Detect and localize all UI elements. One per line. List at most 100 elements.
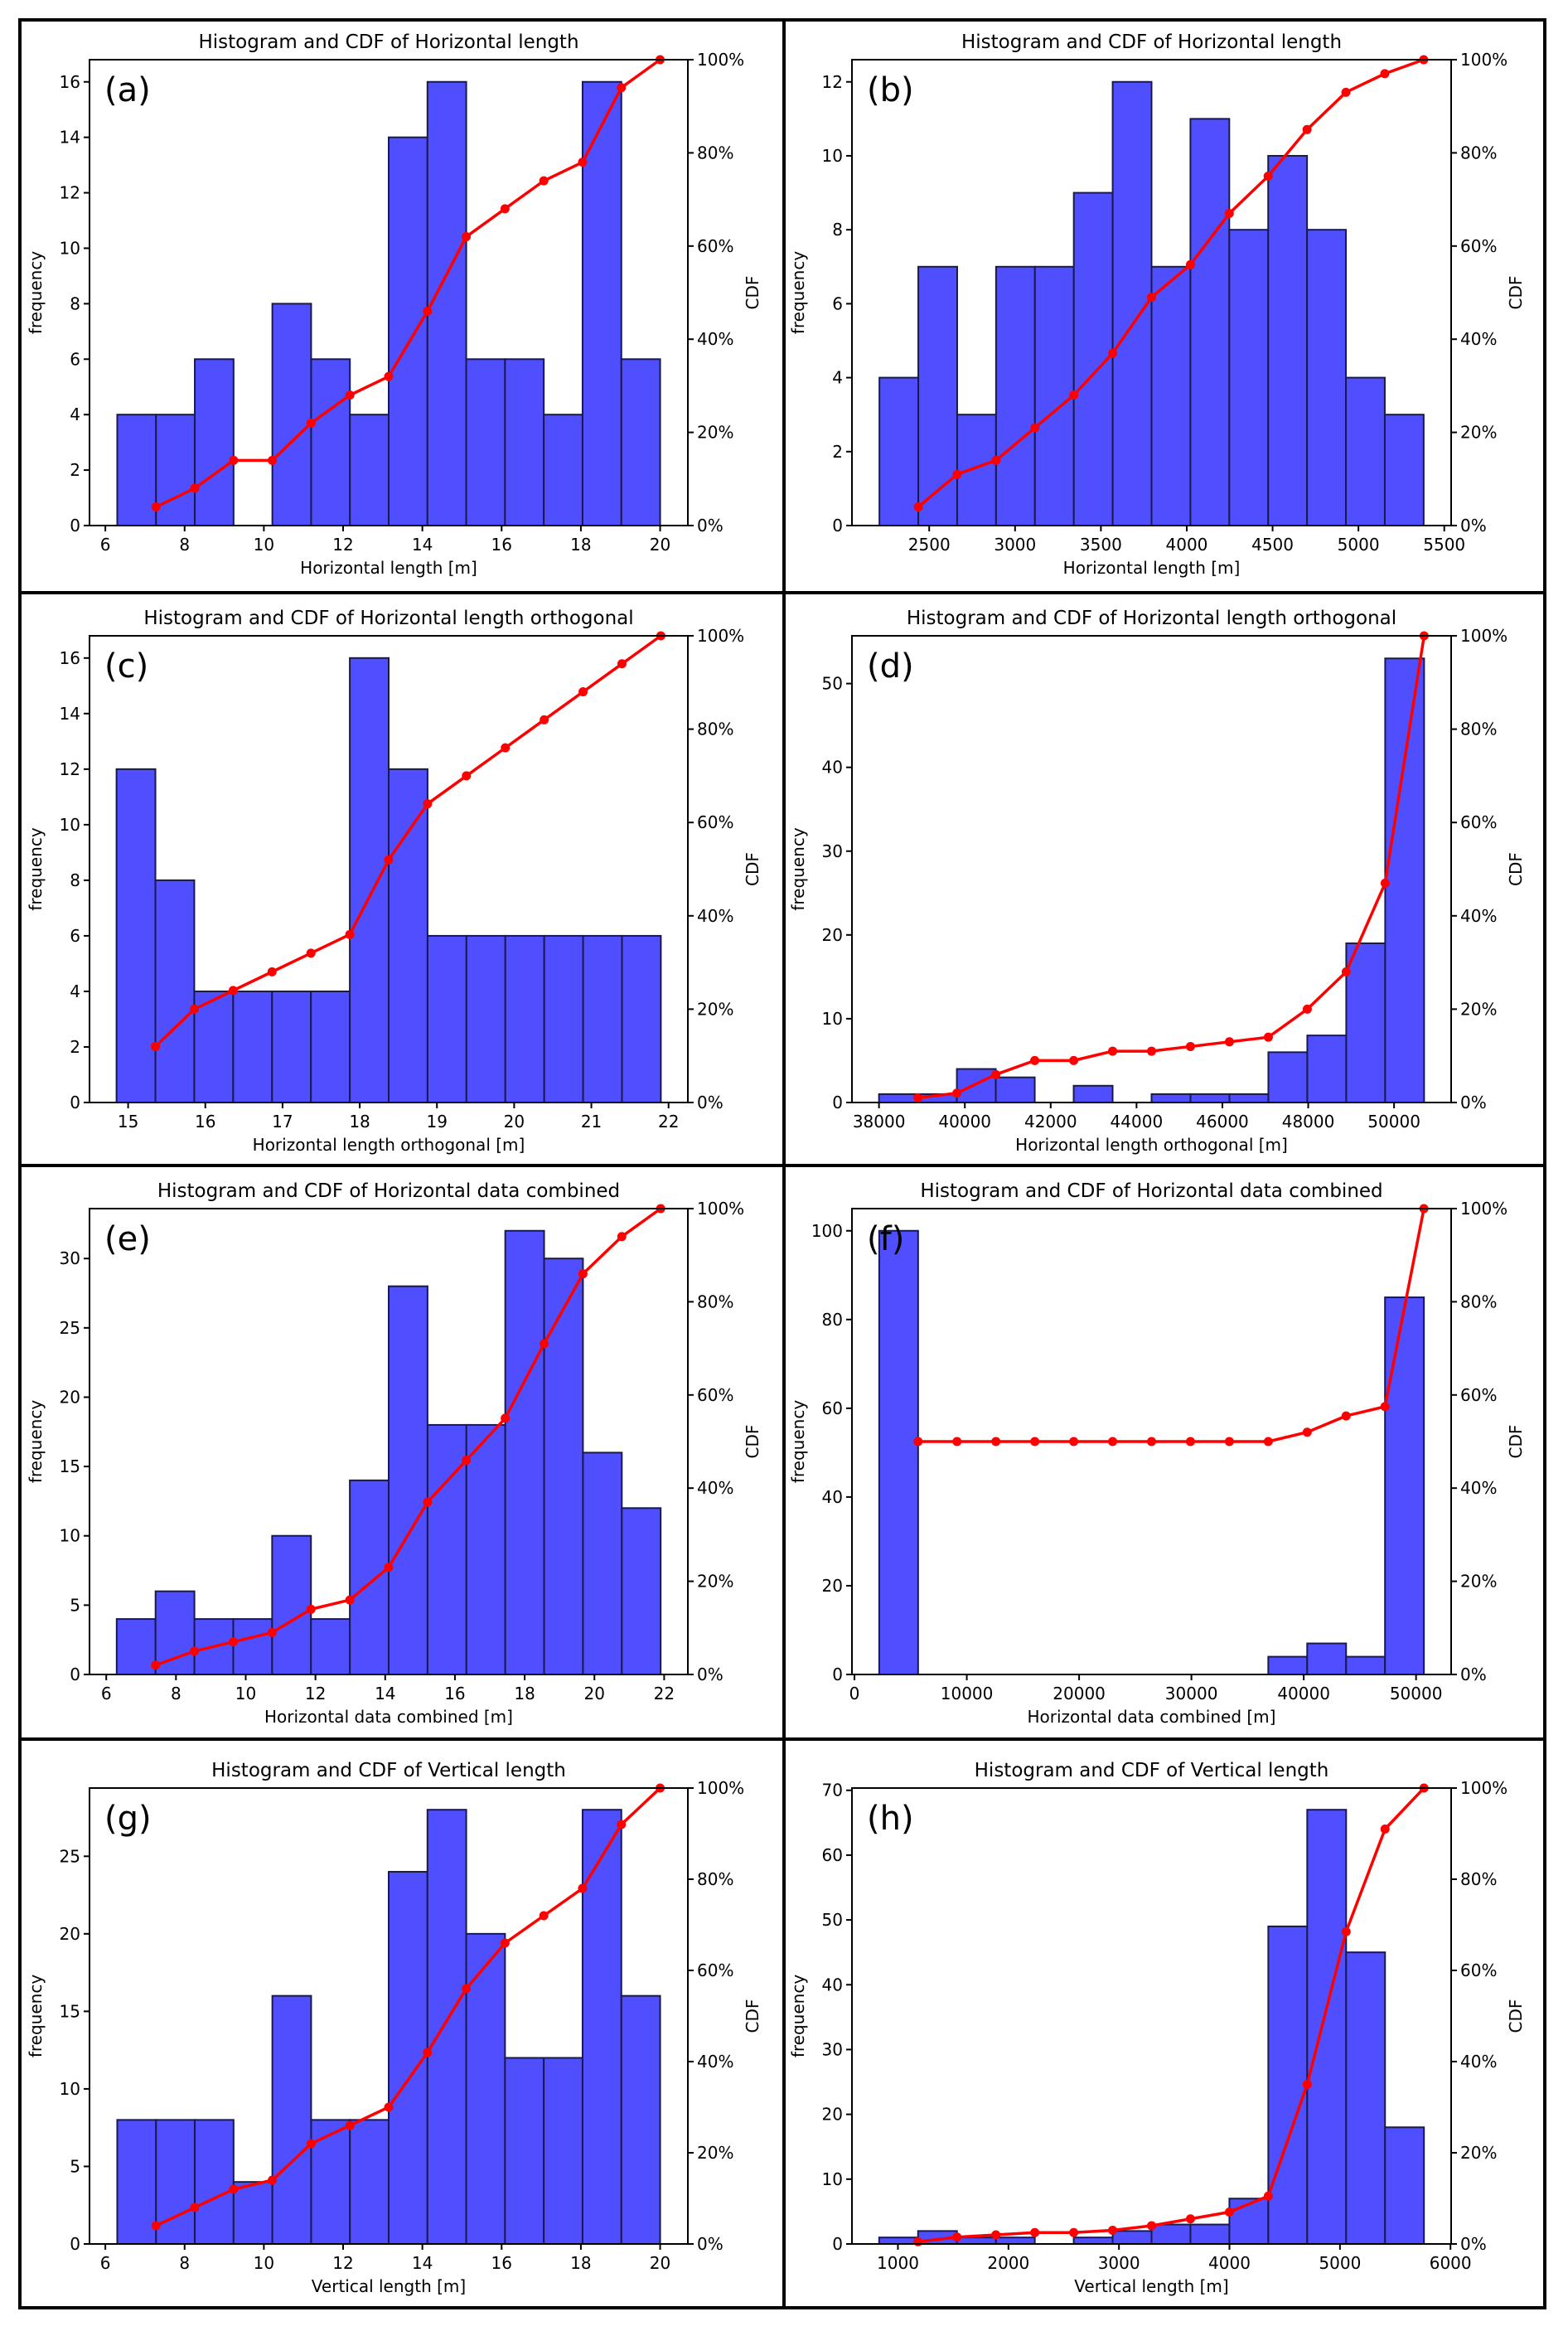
histogram-bar (232, 2181, 273, 2246)
x-tick-label: 21 (581, 1112, 602, 1132)
histogram-bar (310, 1618, 351, 1675)
cdf-point (345, 1595, 355, 1605)
y2-axis-label: CDF (1506, 852, 1526, 886)
panel-c: Histogram and CDF of Horizontal length o… (26, 608, 762, 1155)
y-tick-label: 20 (60, 1924, 80, 1944)
x-tick-label: 16 (195, 1112, 215, 1132)
y-tick-label: 6 (70, 349, 80, 369)
y-tick-label: 80 (822, 1310, 843, 1330)
cdf-point (1380, 1402, 1390, 1412)
x-tick-label: 50000 (1390, 1684, 1443, 1703)
cdf-point (952, 2232, 962, 2242)
y-axis-label: frequency (26, 251, 46, 334)
y2-tick-label: 80% (1460, 720, 1497, 739)
y2-tick-label: 40% (697, 1478, 733, 1498)
cdf-point (617, 659, 627, 669)
cdf-point (1030, 1437, 1040, 1447)
y2-tick-label: 0% (1460, 2234, 1487, 2254)
cdf-point (462, 1984, 472, 1994)
histogram-bar (310, 990, 351, 1104)
x-tick-label: 6 (100, 535, 111, 555)
cdf-point (578, 158, 588, 167)
cdf-point (1069, 2227, 1079, 2237)
y-tick-label: 40 (822, 1487, 843, 1507)
histogram-bar (878, 2236, 919, 2245)
histogram-bar (271, 303, 312, 526)
y-tick-label: 0 (70, 1093, 80, 1112)
cdf-point (267, 1627, 277, 1637)
x-tick-label: 20 (504, 1112, 525, 1132)
histogram-bar (995, 265, 1036, 526)
y-tick-label: 12 (60, 759, 80, 779)
y-tick-label: 10 (60, 2079, 80, 2099)
y-tick-label: 30 (822, 2039, 843, 2059)
cdf-point (1108, 348, 1118, 358)
histogram-bar (582, 934, 623, 1104)
plot-area-frame (89, 1208, 689, 1675)
y2-tick-label: 60% (697, 1960, 733, 1980)
histogram-bar (155, 414, 196, 527)
y2-tick-label: 0% (697, 516, 724, 536)
y-tick-label: 10 (822, 1009, 843, 1029)
panel-a: Histogram and CDF of Horizontal length 6 8… (26, 32, 762, 578)
x-axis-label: Horizontal data combined [m] (264, 1707, 513, 1727)
y-tick-label: 16 (60, 72, 80, 92)
cdf-point (539, 1911, 549, 1921)
histogram-bar (194, 2119, 235, 2245)
histogram-bar (1072, 1084, 1114, 1103)
panel-e: Histogram and CDF of Horizontal data com… (26, 1180, 762, 1727)
y-tick-label: 0 (70, 2234, 80, 2254)
plot-area-frame (851, 59, 1452, 526)
y2-axis-label: CDF (743, 852, 762, 886)
x-tick-label: 40000 (938, 1112, 991, 1132)
y-tick-label: 6 (832, 293, 843, 313)
x-tick-label: 18 (514, 1684, 535, 1703)
x-tick-label: 22 (658, 1112, 679, 1132)
y-axis-label: frequency (788, 251, 808, 334)
y2-tick-label: 40% (697, 329, 733, 349)
y2-tick-label: 0% (1460, 516, 1487, 536)
panel-label: (c) (104, 647, 148, 686)
chart-title: Histogram and CDF of Vertical length (975, 1760, 1329, 1781)
histogram-bar (581, 1809, 622, 2245)
cdf-point (991, 2230, 1001, 2240)
y-tick-label: 100 (811, 1221, 843, 1241)
cdf-point (952, 1437, 962, 1447)
histogram-bar (116, 2119, 157, 2245)
y2-tick-label: 60% (697, 236, 733, 256)
histogram-bar (349, 414, 390, 527)
y2-tick-label: 0% (697, 1093, 724, 1112)
histogram-bar (995, 2236, 1036, 2245)
chart-title: Histogram and CDF of Horizontal data com… (920, 1180, 1382, 1202)
cdf-point (1030, 1055, 1040, 1065)
y2-tick-label: 100% (1460, 50, 1508, 70)
y2-tick-label: 80% (1460, 1869, 1497, 1889)
histogram-bar (504, 358, 545, 526)
x-tick-label: 8 (179, 535, 190, 555)
cdf-point (384, 855, 394, 865)
histogram-bar (878, 376, 920, 527)
cdf-point (1185, 1437, 1195, 1447)
cdf-line (917, 1208, 1425, 1443)
cdf-point (1147, 2221, 1156, 2231)
y-tick-label: 20 (822, 2105, 843, 2125)
histogram-bar (1228, 1093, 1270, 1104)
y2-tick-label: 60% (697, 812, 733, 832)
cdf-point (1263, 1437, 1273, 1447)
histogram-bar (1345, 376, 1386, 527)
cdf-point (423, 799, 433, 809)
cdf-point (1263, 1032, 1273, 1042)
chart-title: Histogram and CDF of Horizontal length (961, 32, 1342, 53)
panel-h: Histogram and CDF of Vertical length1000… (788, 1760, 1526, 2296)
chart-title: Histogram and CDF of Horizontal length (198, 32, 578, 53)
histogram-bar (878, 1229, 919, 1676)
chart-title: Histogram and CDF of Horizontal length o… (907, 608, 1396, 629)
row-divider (18, 1164, 1546, 1167)
y2-tick-label: 20% (1460, 2143, 1497, 2163)
histogram-bar (1267, 1051, 1309, 1103)
cdf-point (229, 2184, 239, 2194)
panel-label: (f) (867, 1220, 904, 1258)
x-tick-label: 3000 (1098, 2253, 1140, 2273)
cdf-point (540, 715, 549, 724)
x-axis-label: Horizontal length [m] (300, 558, 477, 578)
